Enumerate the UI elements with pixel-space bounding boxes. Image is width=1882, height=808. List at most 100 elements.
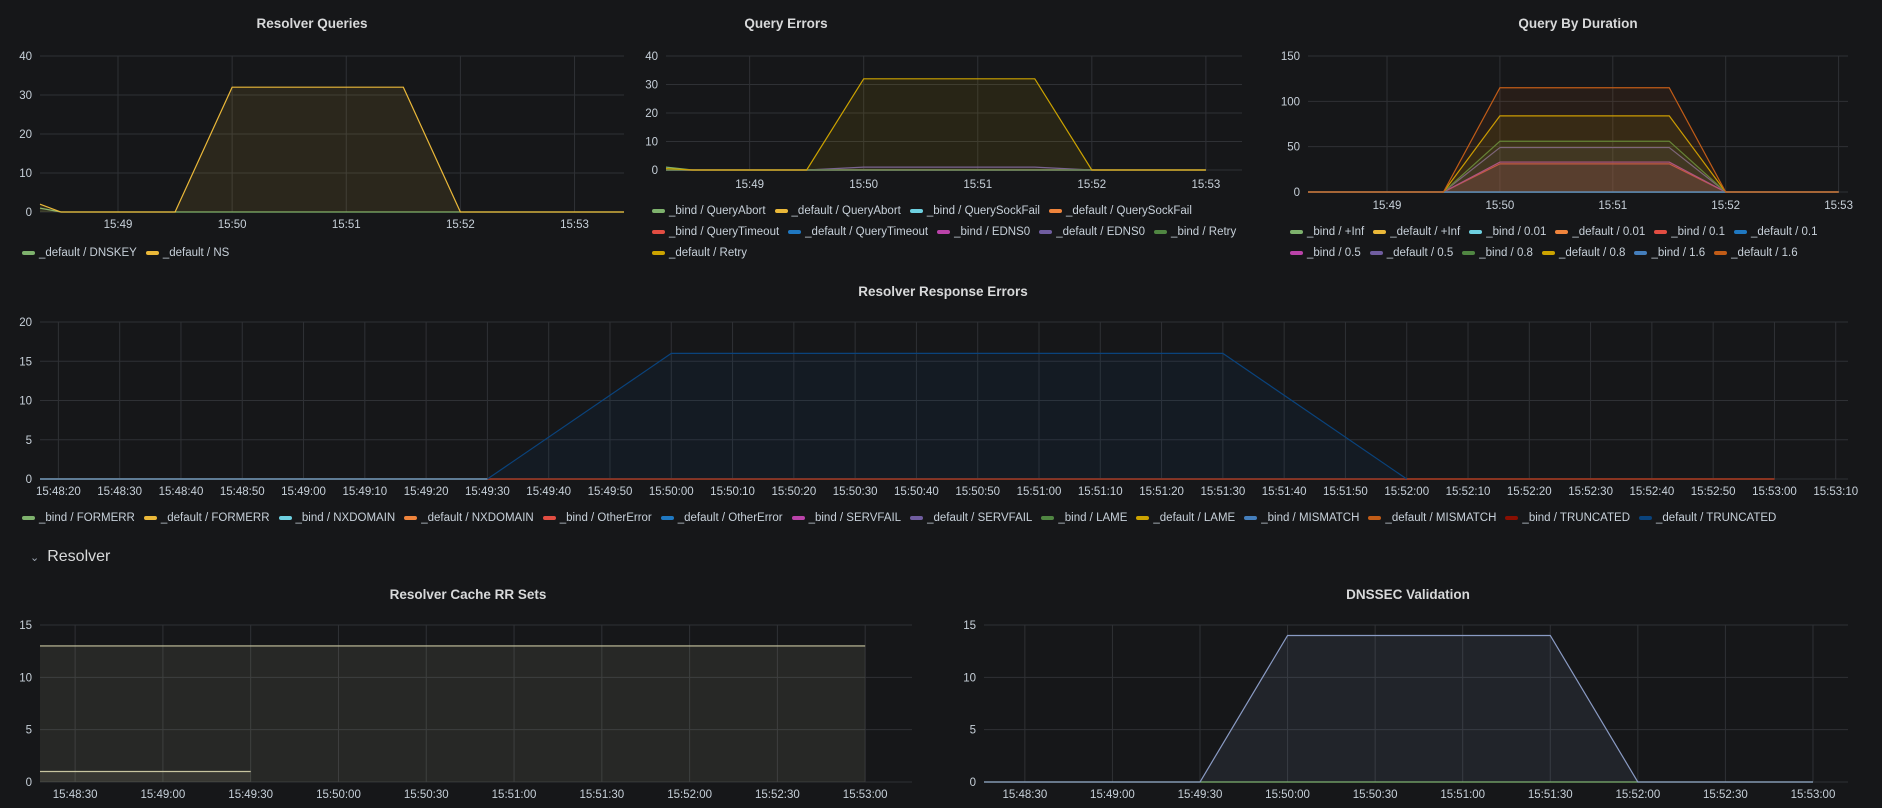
legend-item[interactable]: _default / Retry <box>652 245 747 260</box>
legend-swatch-icon <box>145 250 159 255</box>
legend-item[interactable]: _bind / FORMERR <box>22 510 135 525</box>
legend-item[interactable]: _default / SERVFAIL <box>910 510 1032 525</box>
chart-rq[interactable]: 0 10 20 30 40 15:49 15:50 15:51 15:52 15:53 <box>19 51 624 231</box>
series-line[interactable] <box>984 634 1813 783</box>
panel-title-resolver-queries[interactable]: Resolver Queries <box>256 16 368 31</box>
series-line[interactable] <box>665 78 1206 171</box>
legend-item[interactable]: _default / FORMERR <box>143 510 270 525</box>
legend-item[interactable]: _bind / +Inf <box>1290 224 1364 239</box>
y-tick-label: 5 <box>970 725 976 737</box>
legend-item[interactable]: _default / 0.5 <box>1369 245 1453 260</box>
legend-item[interactable]: _bind / 0.1 <box>1654 224 1725 239</box>
series-line[interactable] <box>665 166 1206 171</box>
legend-item[interactable]: _default / LAME <box>1136 510 1235 525</box>
x-tick-label: 15:53 <box>1824 200 1853 212</box>
x-tick-label: 15:53 <box>1191 179 1220 191</box>
x-tick-label: 15:50:00 <box>1265 789 1310 801</box>
legend-label: _default / 1.6 <box>1731 246 1798 259</box>
series-line[interactable] <box>1308 161 1839 193</box>
legend-item[interactable]: _default / QueryAbort <box>774 203 901 218</box>
legend-item[interactable]: _bind / MISMATCH <box>1244 510 1359 525</box>
series-line[interactable] <box>1308 146 1839 193</box>
legend-swatch-icon <box>1639 515 1652 520</box>
x-tick-label: 15:48:50 <box>220 486 265 498</box>
legend-item[interactable]: _default / 0.01 <box>1555 224 1645 239</box>
legend-label: _default / 0.01 <box>1572 225 1646 238</box>
legend-item[interactable]: _default / QueryTimeout <box>788 224 928 239</box>
chart-re[interactable]: 0 5 10 15 20 15:48:20 15:48:30 15:48:40 15:48:50… <box>19 317 1858 498</box>
legend-swatch-icon <box>937 229 951 234</box>
legend-item[interactable]: _default / MISMATCH <box>1368 510 1496 525</box>
legend-label: _default / LAME <box>1153 511 1236 524</box>
legend-item[interactable]: _default / TRUNCATED <box>1639 510 1776 525</box>
legend-item[interactable]: _bind / QueryTimeout <box>652 224 779 239</box>
legend-item[interactable]: _default / QuerySockFail <box>1048 203 1192 218</box>
legend-label: _bind / 0.01 <box>1486 225 1547 238</box>
legend-item[interactable]: _default / NS <box>145 245 229 260</box>
legend-item[interactable]: _default / OtherError <box>660 510 783 525</box>
x-tick-label: 15:52:50 <box>1691 486 1736 498</box>
legend-item[interactable]: _bind / 0.5 <box>1290 245 1361 260</box>
y-tick-label: 15 <box>19 620 32 632</box>
legend-item[interactable]: _default / DNSKEY <box>22 245 137 260</box>
legend-item[interactable]: _bind / Retry <box>1154 224 1236 239</box>
chart-qe[interactable]: 0 10 20 30 40 15:49 15:50 15:51 15:52 15:53 <box>645 51 1242 191</box>
legend-label: _bind / QuerySockFail <box>926 204 1040 217</box>
y-tick-label: 5 <box>26 725 32 737</box>
legend-label: _bind / QueryTimeout <box>669 225 780 238</box>
legend-item[interactable]: _bind / 0.8 <box>1462 245 1533 260</box>
legend-item[interactable]: _bind / QueryAbort <box>652 203 766 218</box>
legend-item[interactable]: _default / EDNS0 <box>1039 224 1145 239</box>
x-tick-label: 15:51 <box>963 179 992 191</box>
legend-item[interactable]: _default / 1.6 <box>1714 245 1798 260</box>
legend-item[interactable]: _default / 0.1 <box>1733 224 1817 239</box>
series-line[interactable] <box>1308 87 1839 193</box>
legend-swatch-icon <box>1555 229 1569 234</box>
x-tick-label: 15:49:50 <box>588 486 633 498</box>
legend-item[interactable]: _default / +Inf <box>1373 224 1460 239</box>
chevron-down-icon[interactable]: ⌄ <box>30 551 40 564</box>
chart-cache[interactable]: 0 5 10 15 15:48:30 15:49:00 15:49:30 15:50:00 15… <box>19 620 912 801</box>
legend-item[interactable]: _bind / 0.01 <box>1469 224 1546 239</box>
y-tick-label: 0 <box>652 165 658 177</box>
series-line[interactable] <box>1308 115 1839 193</box>
series-line[interactable] <box>1308 140 1839 193</box>
legend-item[interactable]: _bind / TRUNCATED <box>1505 510 1630 525</box>
legend-swatch-icon <box>660 515 674 520</box>
legend-item[interactable]: _default / 0.8 <box>1541 245 1625 260</box>
x-tick-label: 15:51:00 <box>1440 789 1485 801</box>
legend-item[interactable]: _bind / 1.6 <box>1634 245 1705 260</box>
series-line[interactable] <box>666 166 1206 171</box>
panel-title-resolver-response-errors[interactable]: Resolver Response Errors <box>858 284 1028 299</box>
chart-qd[interactable]: 0 50 100 150 15:49 15:50 15:51 15:52 15:53 <box>1281 51 1853 212</box>
x-tick-label: 15:53:10 <box>1813 486 1858 498</box>
x-tick-label: 15:50 <box>218 219 247 231</box>
series-line[interactable] <box>39 207 624 213</box>
legend-swatch-icon <box>1368 515 1382 520</box>
series-line[interactable] <box>1308 163 1839 193</box>
chart-dnssec[interactable]: 0 5 10 15 15:48:30 15:49:00 15:49:30 15:50:00 15… <box>963 620 1848 801</box>
row-header-resolver[interactable]: ⌄ Resolver <box>30 548 110 566</box>
legend-item[interactable]: _bind / LAME <box>1041 510 1127 525</box>
series-line[interactable] <box>39 86 624 213</box>
x-tick-label: 15:52:00 <box>667 789 712 801</box>
y-tick-label: 15 <box>963 620 976 632</box>
legend-label: _bind / 1.6 <box>1651 246 1706 259</box>
legend-item[interactable]: _bind / QuerySockFail <box>909 203 1040 218</box>
series-line[interactable] <box>487 352 1408 480</box>
panel-title-resolver-cache-rr-sets[interactable]: Resolver Cache RR Sets <box>389 587 547 602</box>
legend-label: _default / QueryTimeout <box>805 225 929 238</box>
legend-swatch-icon <box>788 229 802 234</box>
legend-item[interactable]: _default / NXDOMAIN <box>404 510 534 525</box>
panel-title-query-by-duration[interactable]: Query By Duration <box>1518 16 1638 31</box>
x-tick-label: 15:49:30 <box>465 486 510 498</box>
panel-title-query-errors[interactable]: Query Errors <box>744 16 828 31</box>
x-tick-label: 15:53 <box>560 219 589 231</box>
legend-item[interactable]: _bind / SERVFAIL <box>791 510 901 525</box>
legend-item[interactable]: _bind / NXDOMAIN <box>278 510 395 525</box>
legend-item[interactable]: _bind / EDNS0 <box>937 224 1030 239</box>
x-tick-label: 15:51:20 <box>1139 486 1184 498</box>
panel-title-dnssec-validation[interactable]: DNSSEC Validation <box>1346 587 1470 602</box>
legend-label: _bind / OtherError <box>559 511 652 524</box>
legend-item[interactable]: _bind / OtherError <box>542 510 652 525</box>
